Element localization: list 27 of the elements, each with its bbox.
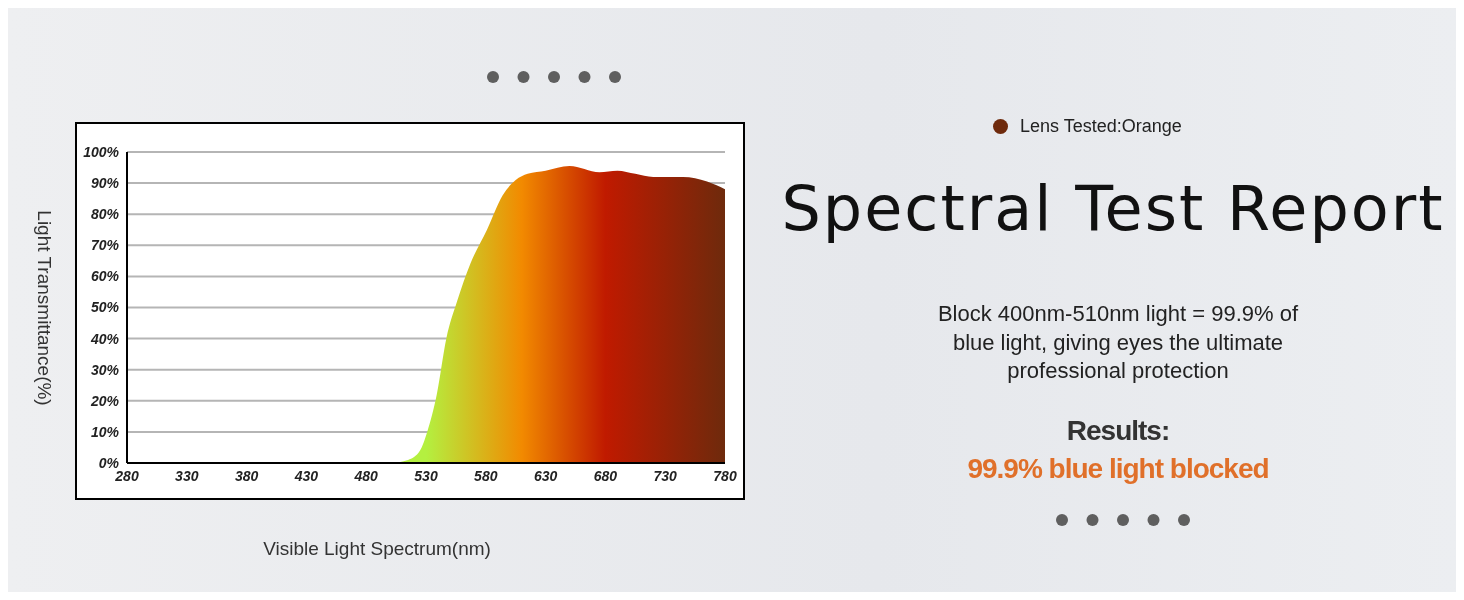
y-tick-label: 80% — [90, 206, 120, 223]
x-tick-label: 680 — [593, 467, 618, 484]
y-tick-label: 30% — [90, 361, 120, 378]
y-tick-label: 40% — [89, 330, 120, 347]
y-tick-label: 100% — [83, 143, 120, 160]
x-tick-label: 480 — [353, 467, 379, 484]
y-tick-label: 90% — [90, 175, 120, 192]
y-tick-label: 10% — [90, 423, 120, 440]
x-tick-label: 630 — [533, 467, 558, 484]
x-axis-title: Visible Light Spectrum(nm) — [263, 538, 491, 560]
x-tick-label: 330 — [175, 467, 199, 484]
text: Spectral Test Report — [780, 172, 1446, 245]
text: 99.9% blue light blocked — [966, 452, 1270, 486]
text: Results: — [1065, 414, 1171, 448]
y-tick-label: 60% — [90, 268, 120, 285]
y-tick-label: 70% — [90, 237, 120, 254]
x-tick-label: 780 — [713, 467, 737, 484]
x-tick-label: 380 — [234, 467, 259, 484]
y-tick-label: 50% — [90, 299, 120, 316]
x-tick-label: 530 — [414, 467, 438, 484]
y-tick-label: 20% — [89, 392, 120, 409]
y-axis-title: Light Transmittance(%) — [33, 210, 55, 406]
x-tick-label: 730 — [653, 467, 678, 484]
x-tick-label: 430 — [293, 467, 319, 484]
x-tick-label: 580 — [474, 467, 498, 484]
legend-label: Lens Tested:Orange — [1020, 116, 1182, 137]
text: Block 400nm-510nm light = 99.9% of blue light, giving eyes the ultimate professional protection — [936, 300, 1300, 386]
